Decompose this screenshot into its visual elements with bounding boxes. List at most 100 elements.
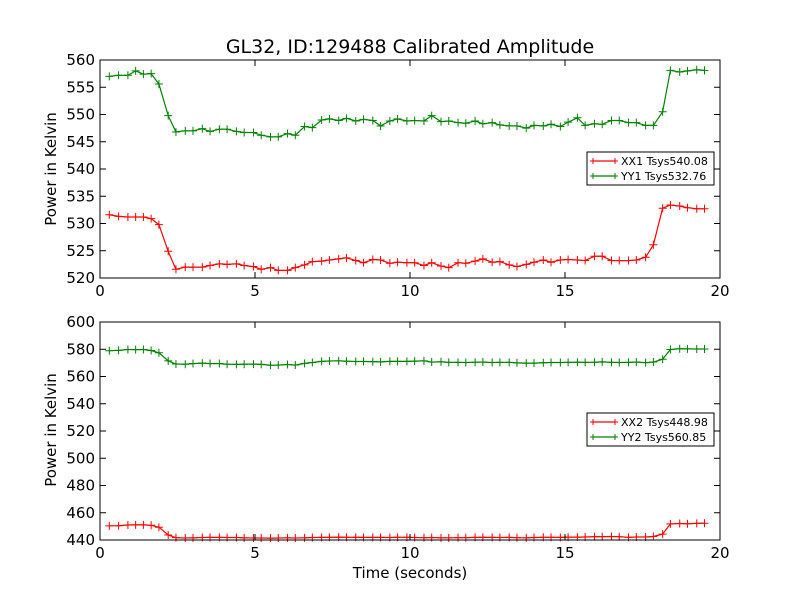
y-tick-label: 440	[66, 531, 95, 549]
data-point	[478, 358, 487, 367]
data-point	[131, 520, 140, 529]
data-point	[266, 361, 275, 370]
y-tick-label: 540	[66, 395, 95, 413]
data-point	[325, 256, 334, 265]
data-point	[530, 121, 538, 130]
data-point	[556, 358, 565, 367]
legend-label: XX1 Tsys540.08	[621, 155, 708, 168]
data-point	[624, 118, 633, 127]
data-point	[649, 121, 658, 130]
y-tick-label: 535	[66, 187, 95, 205]
data-point	[419, 261, 428, 270]
data-point	[300, 260, 309, 269]
data-point	[206, 359, 215, 368]
data-point	[488, 118, 497, 127]
data-point	[114, 521, 123, 530]
data-point	[308, 257, 317, 266]
data-point	[257, 131, 266, 140]
data-point	[240, 261, 249, 270]
data-point	[607, 256, 616, 265]
data-point	[105, 72, 114, 81]
data-point	[232, 127, 241, 136]
data-point	[215, 259, 224, 268]
data-point	[291, 131, 300, 140]
data-point	[530, 359, 538, 368]
data-point	[427, 111, 436, 120]
y-tick-label: 540	[66, 160, 95, 178]
data-point	[351, 256, 360, 265]
data-point	[308, 358, 317, 367]
data-point	[317, 115, 326, 124]
data-point	[564, 118, 573, 127]
data-point	[139, 520, 148, 529]
data-point	[359, 357, 368, 366]
data-point	[547, 120, 556, 129]
series-1-2	[105, 65, 709, 141]
data-point	[123, 71, 132, 80]
data-point	[410, 357, 419, 366]
data-point	[410, 258, 419, 267]
data-point	[368, 357, 377, 366]
data-point	[240, 128, 249, 137]
top-panel: 0 5 10 15 20 520 525 530 535 540 545 550 555 560 XX1 T…	[66, 51, 729, 300]
data-point	[359, 258, 368, 267]
data-point	[131, 66, 140, 75]
data-point	[139, 70, 148, 79]
data-point	[189, 263, 197, 272]
data-point	[539, 256, 548, 265]
data-point	[649, 532, 658, 541]
data-point	[454, 118, 463, 127]
y-tick-label: 525	[66, 242, 95, 260]
data-point	[573, 256, 582, 265]
data-point	[590, 532, 599, 541]
data-point	[556, 122, 565, 131]
data-point	[632, 256, 641, 265]
data-point	[334, 254, 343, 263]
data-point	[641, 253, 650, 262]
data-point	[675, 519, 684, 528]
legend-label: YY1 Tsys532.76	[620, 170, 706, 183]
data-point	[266, 534, 275, 543]
data-point	[692, 204, 701, 213]
data-point	[615, 116, 624, 125]
data-point	[105, 210, 114, 219]
data-point	[598, 357, 607, 366]
data-point	[461, 259, 470, 268]
data-point	[683, 66, 692, 75]
data-point	[692, 344, 701, 353]
data-point	[351, 117, 360, 126]
data-point	[257, 533, 266, 542]
data-point	[683, 519, 692, 528]
bottom-panel: 0 5 10 15 20 440 460 480 500 520 540 560 580 600 XX2 T…	[66, 313, 729, 562]
data-point	[512, 121, 521, 130]
data-point	[223, 360, 232, 369]
data-point	[139, 345, 148, 354]
data-point	[471, 358, 480, 367]
data-point	[123, 212, 132, 221]
data-point	[675, 67, 684, 76]
data-point	[171, 265, 180, 274]
data-point	[427, 258, 436, 267]
data-point	[376, 256, 385, 265]
data-point	[649, 240, 658, 249]
data-point	[181, 533, 190, 542]
data-point	[402, 357, 411, 366]
data-point	[274, 361, 283, 370]
bottom-xlabel: Time (seconds)	[352, 564, 468, 582]
data-point	[512, 262, 521, 271]
data-point	[223, 125, 232, 134]
data-point	[658, 107, 667, 116]
data-point	[658, 204, 667, 213]
data-point	[274, 533, 283, 542]
data-point	[393, 357, 402, 366]
data-point	[402, 258, 411, 267]
legend-marker	[590, 434, 618, 440]
data-point	[351, 357, 360, 366]
data-point	[342, 114, 351, 123]
data-point	[410, 116, 419, 125]
chart-title: GL32, ID:129488 Calibrated Amplitude	[226, 36, 594, 58]
x-tick-label: 20	[710, 282, 729, 300]
data-point	[147, 214, 156, 223]
x-tick-label: 15	[555, 544, 574, 562]
data-point	[114, 346, 123, 355]
